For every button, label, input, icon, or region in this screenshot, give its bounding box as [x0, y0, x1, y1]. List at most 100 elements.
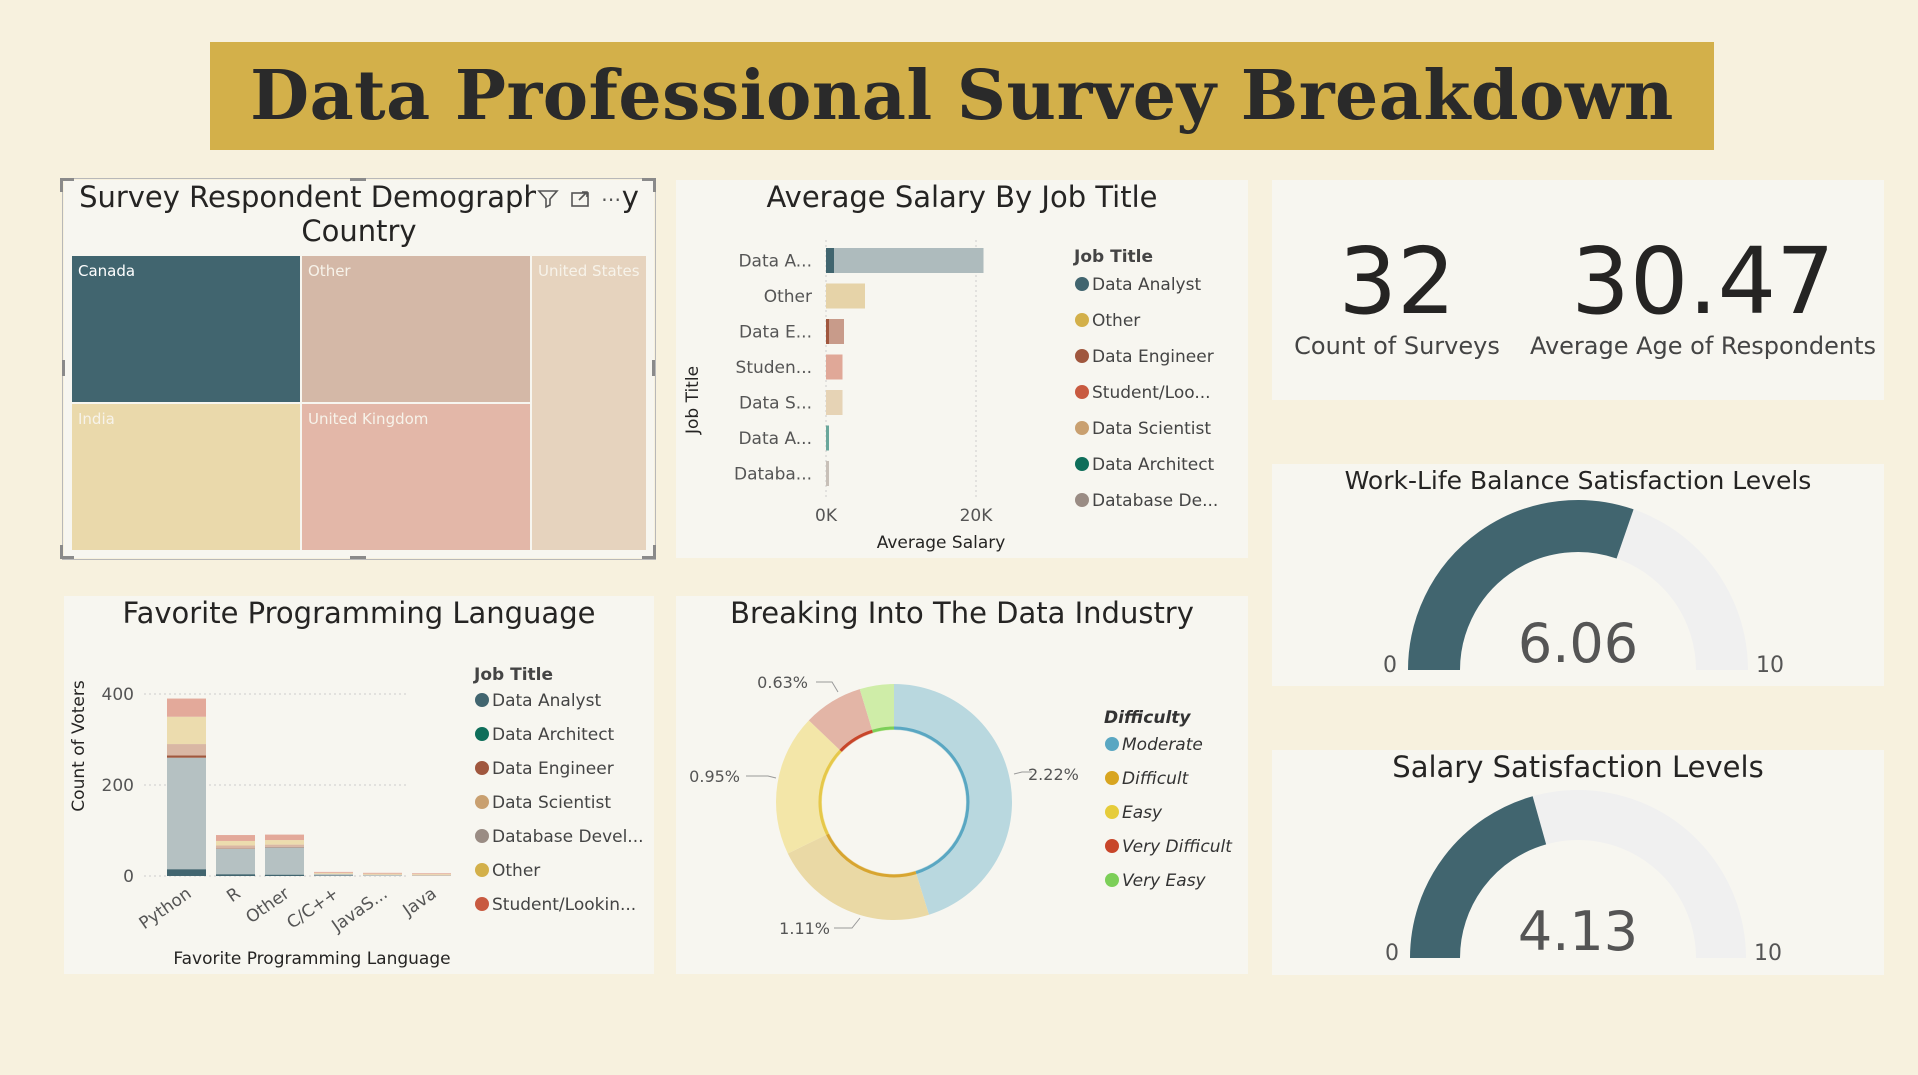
- resize-handle[interactable]: [60, 178, 63, 192]
- language-column[interactable]: [314, 871, 353, 876]
- legend-item[interactable]: Data Architect: [475, 725, 615, 745]
- legend-item[interactable]: Database De...: [1075, 491, 1218, 511]
- salary-gauge-title: Salary Satisfaction Levels: [1392, 750, 1764, 784]
- donut-slice[interactable]: [893, 684, 1012, 915]
- language-column[interactable]: [363, 872, 402, 876]
- salary-bar[interactable]: [826, 283, 865, 309]
- resize-handle[interactable]: [653, 545, 656, 559]
- resize-handle[interactable]: [652, 360, 655, 376]
- legend-item[interactable]: Student/Loo...: [1075, 383, 1211, 403]
- legend-item[interactable]: Data Architect: [1075, 455, 1215, 475]
- legend-item[interactable]: Data Scientist: [1075, 419, 1211, 439]
- legend-item[interactable]: Very Difficult: [1105, 837, 1233, 857]
- legend-item[interactable]: Data Engineer: [1075, 347, 1214, 367]
- svg-text:Other: Other: [1092, 311, 1140, 331]
- donut-slice[interactable]: [808, 689, 874, 753]
- work-life-gauge-card[interactable]: Work-Life Balance Satisfaction Levels 6.…: [1272, 464, 1884, 686]
- x-tick-label: R: [223, 884, 244, 907]
- salary-gauge-card[interactable]: Salary Satisfaction Levels 4.13 0 10: [1272, 750, 1884, 975]
- more-options-icon[interactable]: ⋯: [601, 187, 621, 211]
- language-chart-title: Favorite Programming Language: [122, 596, 596, 630]
- resize-handle[interactable]: [60, 178, 74, 181]
- legend-item[interactable]: Data Scientist: [475, 793, 611, 813]
- legend-item[interactable]: Data Analyst: [475, 691, 601, 711]
- leader-line: [816, 681, 839, 693]
- svg-text:Moderate: Moderate: [1122, 735, 1203, 755]
- language-column[interactable]: [216, 835, 255, 876]
- y-axis-title: Count of Voters: [69, 680, 89, 812]
- filter-icon[interactable]: [536, 187, 560, 211]
- x-tick-label: Java: [399, 884, 441, 922]
- resize-handle[interactable]: [60, 545, 63, 559]
- svg-text:Easy: Easy: [1122, 803, 1163, 823]
- treemap-tile[interactable]: United States: [532, 256, 646, 550]
- treemap-tile[interactable]: India: [72, 404, 300, 550]
- legend-item[interactable]: Easy: [1105, 803, 1163, 823]
- salary-bar[interactable]: [826, 461, 829, 486]
- legend-item[interactable]: Other: [475, 861, 540, 881]
- svg-text:Data Scientist: Data Scientist: [492, 793, 611, 813]
- svg-text:Data Engineer: Data Engineer: [1092, 347, 1214, 367]
- salary-bar[interactable]: [826, 354, 843, 380]
- salary-bar-chart: Job Title Data A... Other Data E... Studen..…: [683, 240, 1218, 553]
- donut-chart-card[interactable]: Breaking Into The Data Industry 2.22% 1.1…: [676, 596, 1248, 974]
- legend-item[interactable]: Data Analyst: [1075, 275, 1201, 295]
- svg-text:Data Engineer: Data Engineer: [492, 759, 614, 779]
- category-label: Data E...: [739, 323, 812, 343]
- title-banner: Data Professional Survey Breakdown: [210, 42, 1714, 150]
- treemap-tile-label: Other: [308, 262, 351, 280]
- language-column[interactable]: [167, 698, 206, 876]
- salary-bar[interactable]: [826, 425, 829, 451]
- resize-handle[interactable]: [62, 360, 65, 376]
- legend-item[interactable]: Moderate: [1105, 735, 1203, 755]
- gauge-value: 6.06: [1518, 612, 1638, 675]
- svg-text:Data Analyst: Data Analyst: [1092, 275, 1201, 295]
- svg-text:Database Devel...: Database Devel...: [492, 827, 644, 847]
- leader-line: [834, 917, 861, 929]
- gauge-min-label: 0: [1383, 653, 1397, 678]
- salary-chart-card[interactable]: Average Salary By Job Title Job Title Dat…: [676, 180, 1248, 558]
- donut-slice[interactable]: [776, 720, 843, 854]
- treemap-tile-label: United Kingdom: [308, 410, 428, 428]
- treemap-tile-label: India: [78, 410, 115, 428]
- treemap-tile[interactable]: Canada: [72, 256, 300, 402]
- donut-slice[interactable]: [787, 833, 929, 920]
- x-tick-label: Python: [136, 884, 196, 934]
- resize-handle[interactable]: [642, 178, 656, 181]
- resize-handle[interactable]: [350, 556, 366, 559]
- language-column[interactable]: [265, 834, 304, 876]
- gauge-min-label: 0: [1385, 941, 1399, 966]
- svg-text:Data Architect: Data Architect: [1092, 455, 1215, 475]
- legend-item[interactable]: Student/Lookin...: [475, 895, 636, 915]
- gauge-value: 4.13: [1518, 900, 1638, 963]
- treemap-tile[interactable]: United Kingdom: [302, 404, 530, 550]
- treemap-tile[interactable]: Other: [302, 256, 530, 402]
- donut-data-label: 1.11%: [779, 919, 830, 938]
- gauge-max-label: 10: [1754, 941, 1782, 966]
- treemap-card[interactable]: Survey Respondent Demograph y Country Can…: [64, 180, 654, 558]
- gauge-fill: [1410, 796, 1547, 959]
- resize-handle[interactable]: [653, 178, 656, 192]
- category-label: Other: [764, 287, 812, 307]
- x-axis-title: Average Salary: [877, 533, 1006, 553]
- language-chart-card[interactable]: Favorite Programming Language Count of V…: [64, 596, 654, 974]
- resize-handle[interactable]: [350, 178, 366, 181]
- treemap: Canada Other United States India United King…: [72, 256, 646, 550]
- x-tick-label: JavaS...: [328, 884, 392, 937]
- legend-item[interactable]: Other: [1075, 311, 1140, 331]
- resize-handle[interactable]: [60, 556, 74, 559]
- salary-bar[interactable]: [826, 390, 843, 415]
- salary-bar[interactable]: [826, 248, 984, 273]
- donut-slice[interactable]: [859, 684, 895, 734]
- svg-text:Very Easy: Very Easy: [1122, 871, 1207, 891]
- legend-item[interactable]: Very Easy: [1105, 871, 1207, 891]
- focus-mode-icon[interactable]: [568, 187, 592, 211]
- treemap-tile-label: United States: [538, 262, 640, 280]
- legend-item[interactable]: Difficult: [1105, 769, 1190, 789]
- salary-bar[interactable]: [826, 319, 844, 344]
- treemap-title: Survey Respondent Demograph y Country: [79, 180, 639, 248]
- language-column[interactable]: [412, 873, 451, 876]
- legend-item[interactable]: Data Engineer: [475, 759, 614, 779]
- resize-handle[interactable]: [642, 556, 656, 559]
- legend-item[interactable]: Database Devel...: [475, 827, 644, 847]
